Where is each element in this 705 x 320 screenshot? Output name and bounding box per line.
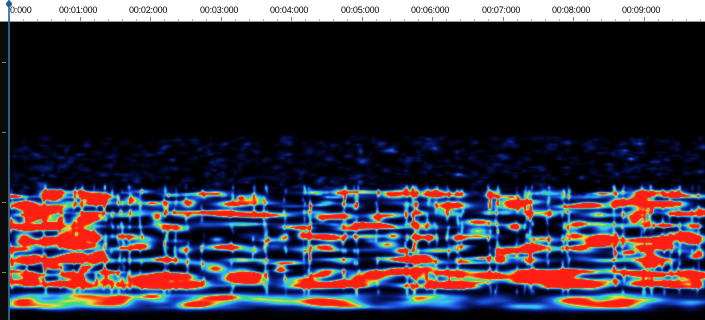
ruler-minor-tick: [37, 19, 38, 21]
ruler-minor-tick: [94, 19, 95, 21]
playhead-handle[interactable]: [6, 1, 12, 7]
time-label-3: 00:03:000: [200, 5, 239, 15]
ruler-minor-tick: [23, 19, 24, 21]
ruler-minor-tick: [376, 19, 377, 21]
ruler-minor-tick: [531, 19, 532, 21]
time-label-8: 00:08:000: [552, 5, 591, 15]
ruler-minor-tick: [235, 19, 236, 21]
time-label-4: 00:04:000: [270, 5, 309, 15]
playhead-cursor[interactable]: [8, 0, 10, 320]
ruler-minor-tick: [517, 19, 518, 21]
ruler-minor-tick: [108, 19, 109, 21]
ruler-minor-tick: [629, 19, 630, 21]
ruler-minor-tick: [686, 19, 687, 21]
time-label-0: 0:000: [10, 5, 32, 15]
ruler-minor-tick: [333, 19, 334, 21]
ruler-major-tick: [150, 17, 151, 21]
ruler-minor-tick: [658, 19, 659, 21]
time-label-6: 00:06:000: [411, 5, 450, 15]
ruler-minor-tick: [65, 19, 66, 21]
ruler-minor-tick: [559, 19, 560, 21]
spectrogram-canvas[interactable]: [9, 22, 705, 320]
ruler-minor-tick: [122, 19, 123, 21]
ruler-minor-tick: [192, 19, 193, 21]
ruler-major-tick: [80, 17, 81, 21]
ruler-minor-tick: [587, 19, 588, 21]
ruler-major-tick: [573, 17, 574, 21]
ruler-minor-tick: [672, 19, 673, 21]
ruler-minor-tick: [404, 19, 405, 21]
ruler-minor-tick: [488, 19, 489, 21]
ruler-minor-tick: [545, 19, 546, 21]
ruler-minor-tick: [277, 19, 278, 21]
ruler-minor-tick: [263, 19, 264, 21]
time-label-1: 00:01:000: [59, 5, 98, 15]
ruler-major-tick: [221, 17, 222, 21]
ruler-minor-tick: [347, 19, 348, 21]
ruler-minor-tick: [615, 19, 616, 21]
ruler-minor-tick: [206, 19, 207, 21]
time-label-2: 00:02:000: [129, 5, 168, 15]
ruler-minor-tick: [474, 19, 475, 21]
ruler-minor-tick: [51, 19, 52, 21]
ruler-minor-tick: [601, 19, 602, 21]
ruler-minor-tick: [418, 19, 419, 21]
time-label-9: 00:09:000: [622, 5, 661, 15]
ruler-major-tick: [432, 17, 433, 21]
time-label-5: 00:05:000: [341, 5, 380, 15]
ruler-minor-tick: [460, 19, 461, 21]
ruler-minor-tick: [446, 19, 447, 21]
ruler-minor-tick: [136, 19, 137, 21]
ruler-major-tick: [503, 17, 504, 21]
ruler-minor-tick: [390, 19, 391, 21]
ruler-major-tick: [362, 17, 363, 21]
ruler-major-tick: [291, 17, 292, 21]
time-label-7: 00:07:000: [482, 5, 521, 15]
ruler-minor-tick: [305, 19, 306, 21]
ruler-major-tick: [644, 17, 645, 21]
ruler-minor-tick: [700, 19, 701, 21]
ruler-minor-tick: [178, 19, 179, 21]
time-ruler[interactable]: 0:000 00:01:000 00:02:000 00:03:000 00:0…: [0, 0, 705, 22]
ruler-minor-tick: [164, 19, 165, 21]
ruler-minor-tick: [249, 19, 250, 21]
ruler-minor-tick: [319, 19, 320, 21]
